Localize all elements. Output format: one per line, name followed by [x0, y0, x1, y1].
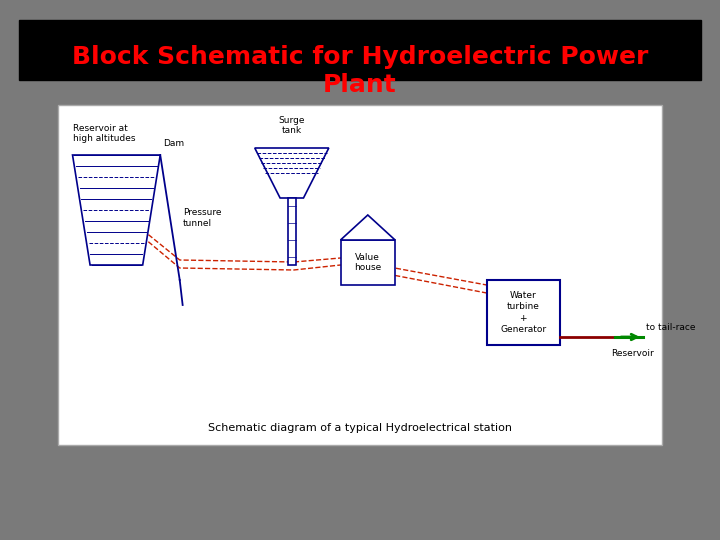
Polygon shape	[255, 148, 329, 198]
Bar	[58, 105, 662, 445]
Bar	[341, 240, 395, 285]
Bar	[19, 20, 701, 80]
Text: Pressure
tunnel: Pressure tunnel	[183, 208, 221, 228]
Text: Water
turbine
+
Generator: Water turbine + Generator	[500, 292, 546, 334]
Text: to tail-race: to tail-race	[647, 323, 696, 332]
Bar	[288, 198, 296, 265]
Text: Schematic diagram of a typical Hydroelectrical station: Schematic diagram of a typical Hydroelec…	[208, 423, 512, 433]
Text: Surge
tank: Surge tank	[279, 116, 305, 135]
Text: Reservoir: Reservoir	[611, 349, 654, 358]
Text: Reservoir at
high altitudes: Reservoir at high altitudes	[73, 124, 135, 143]
Polygon shape	[341, 215, 395, 240]
Polygon shape	[73, 155, 161, 265]
Text: Dam: Dam	[163, 139, 184, 148]
Bar	[487, 280, 559, 345]
Text: Plant: Plant	[323, 73, 397, 97]
Text: Block Schematic for Hydroelectric Power: Block Schematic for Hydroelectric Power	[72, 45, 648, 69]
Text: Value
house: Value house	[354, 253, 382, 272]
